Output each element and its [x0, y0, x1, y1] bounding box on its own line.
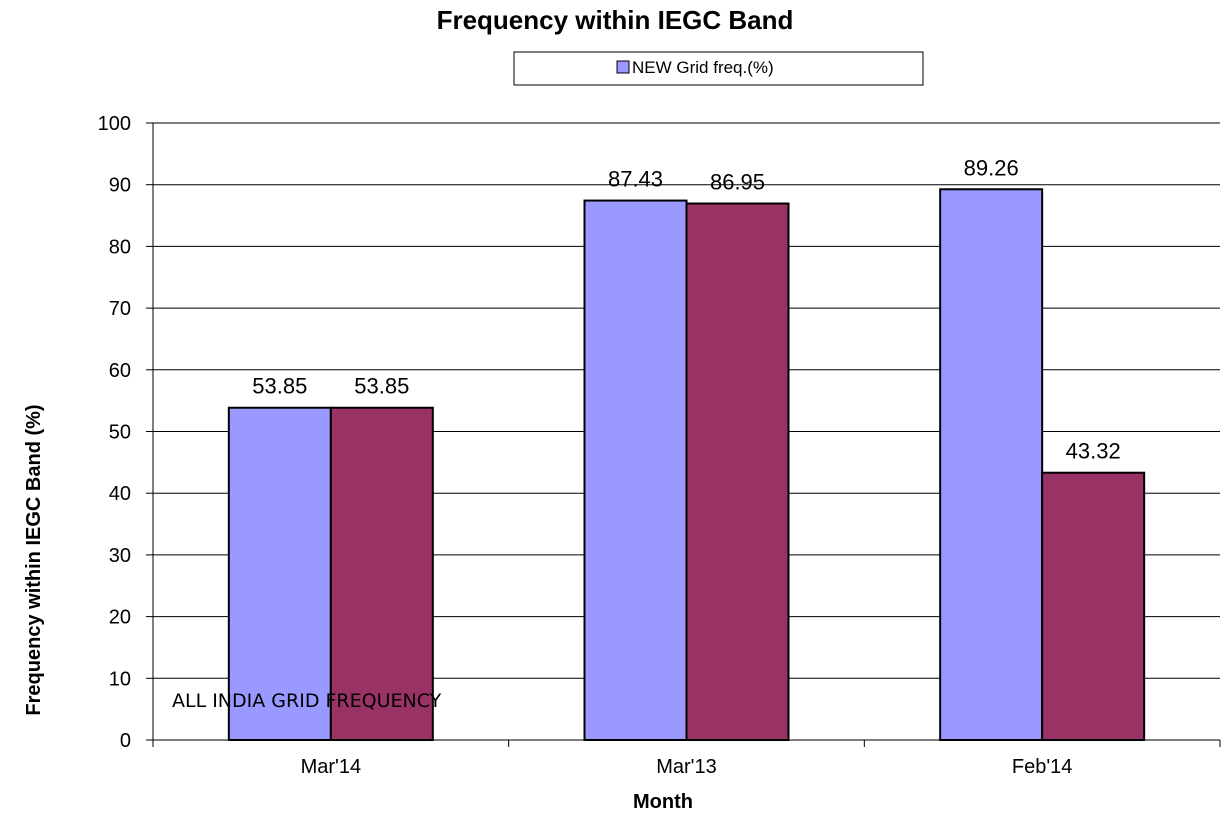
y-tick-label: 20 [109, 607, 131, 629]
y-axis-title: Frequency within IEGC Band (%) [23, 404, 45, 715]
legend-box [513, 51, 924, 86]
bar-series-1 [939, 188, 1044, 741]
data-label: 43.32 [1066, 439, 1121, 464]
y-tick-label: 100 [98, 113, 131, 135]
legend: NEW Grid freq.(%) [513, 51, 924, 86]
y-tick-label: 0 [120, 730, 131, 752]
data-label: 87.43 [608, 167, 663, 192]
legend-label-series-1: NEW Grid freq.(%) [632, 58, 774, 77]
x-tick-label: Feb'14 [1012, 756, 1073, 778]
y-tick-label: 90 [109, 175, 131, 197]
y-tick-label: 10 [109, 668, 131, 690]
y-tick-label: 40 [109, 483, 131, 505]
x-tick-label: Mar'14 [301, 756, 362, 778]
data-label: 86.95 [710, 170, 765, 195]
data-label: 53.85 [354, 374, 409, 399]
bar-series-2 [685, 202, 790, 741]
legend-swatch-series-1 [616, 60, 630, 74]
data-label: 53.85 [252, 374, 307, 399]
y-tick-label: 70 [109, 298, 131, 320]
bar-series-1 [227, 406, 332, 741]
data-label: 89.26 [964, 155, 1019, 180]
y-tick-label: 80 [109, 236, 131, 258]
y-tick-label: 50 [109, 422, 131, 444]
chart-title: Frequency within IEGC Band [437, 5, 794, 35]
bar-series-1 [583, 199, 688, 742]
bars [227, 188, 1146, 742]
x-tick-label: Mar'13 [656, 756, 717, 778]
axes: 0 10 20 30 40 50 60 70 80 90 100 Mar'14 Mar'13 Feb'14 [98, 113, 1221, 778]
y-tick-label: 30 [109, 545, 131, 567]
y-tick-label: 60 [109, 360, 131, 382]
x-axis-title: Month [633, 791, 693, 813]
bar-series-2 [1041, 471, 1146, 741]
data-labels: 53.85 53.85 87.43 86.95 89.26 43.32 [252, 155, 1120, 463]
chart-annotation: ALL INDIA GRID FREQUENCY [172, 690, 442, 712]
